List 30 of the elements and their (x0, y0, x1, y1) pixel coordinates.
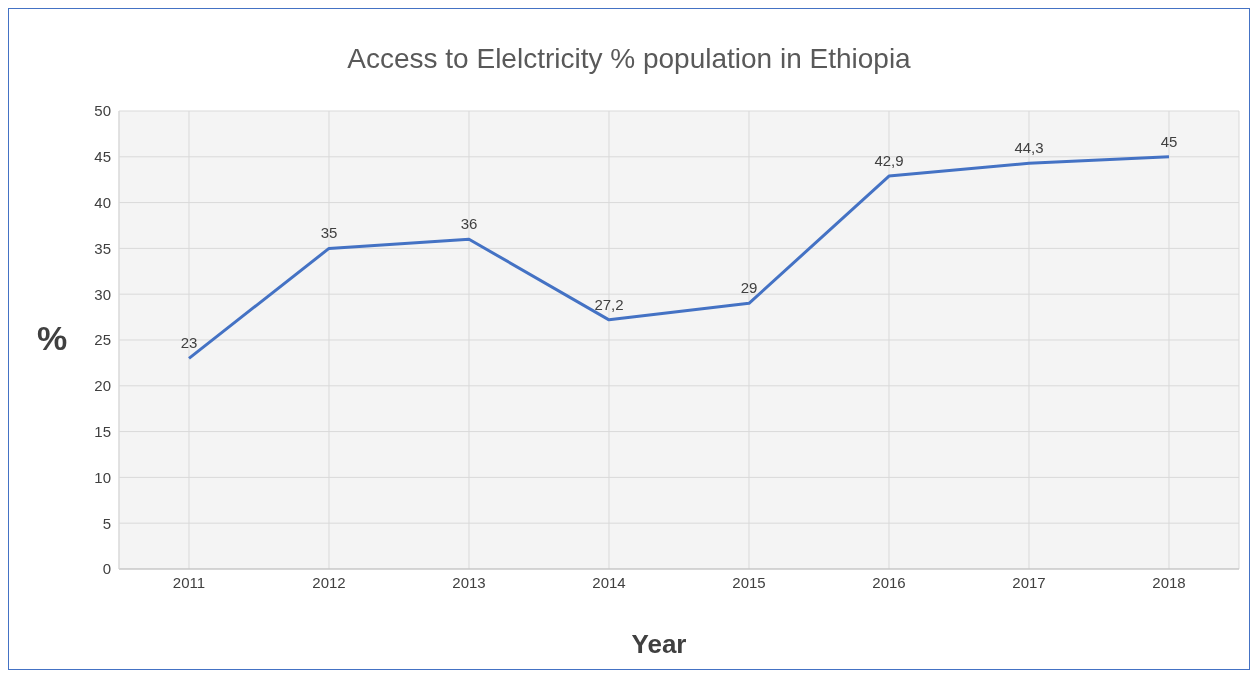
data-label: 36 (460, 215, 478, 233)
x-tick-label: 2014 (592, 573, 626, 591)
x-tick-label: 2018 (1152, 573, 1186, 591)
x-tick-label: 2012 (312, 573, 346, 591)
x-tick-label: 2013 (452, 573, 486, 591)
data-label: 42,9 (874, 152, 904, 170)
x-axis-title: Year (630, 629, 688, 660)
y-tick-label: 40 (94, 193, 111, 211)
data-label: 27,2 (594, 295, 624, 313)
data-label: 44,3 (1014, 139, 1044, 157)
data-label: 29 (740, 279, 758, 297)
y-tick-label: 45 (94, 148, 111, 166)
y-tick-label: 50 (94, 102, 111, 120)
data-label: 45 (1160, 132, 1178, 150)
y-tick-label: 35 (94, 239, 111, 257)
y-tick-label: 0 (102, 560, 111, 578)
y-tick-label: 25 (94, 331, 111, 349)
y-tick-label: 5 (102, 514, 111, 532)
data-label: 35 (320, 224, 338, 242)
x-tick-label: 2017 (1012, 573, 1046, 591)
y-tick-label: 15 (94, 422, 111, 440)
x-tick-label: 2015 (732, 573, 766, 591)
y-tick-label: 10 (94, 468, 111, 486)
data-label: 23 (180, 334, 198, 352)
y-axis-title: % (37, 319, 68, 358)
x-tick-label: 2011 (172, 573, 206, 591)
x-tick-label: 2016 (872, 573, 906, 591)
y-tick-label: 30 (94, 285, 111, 303)
y-tick-label: 20 (94, 377, 111, 395)
chart-title: Access to Elelctricity % population in Ethiopia (346, 43, 912, 75)
